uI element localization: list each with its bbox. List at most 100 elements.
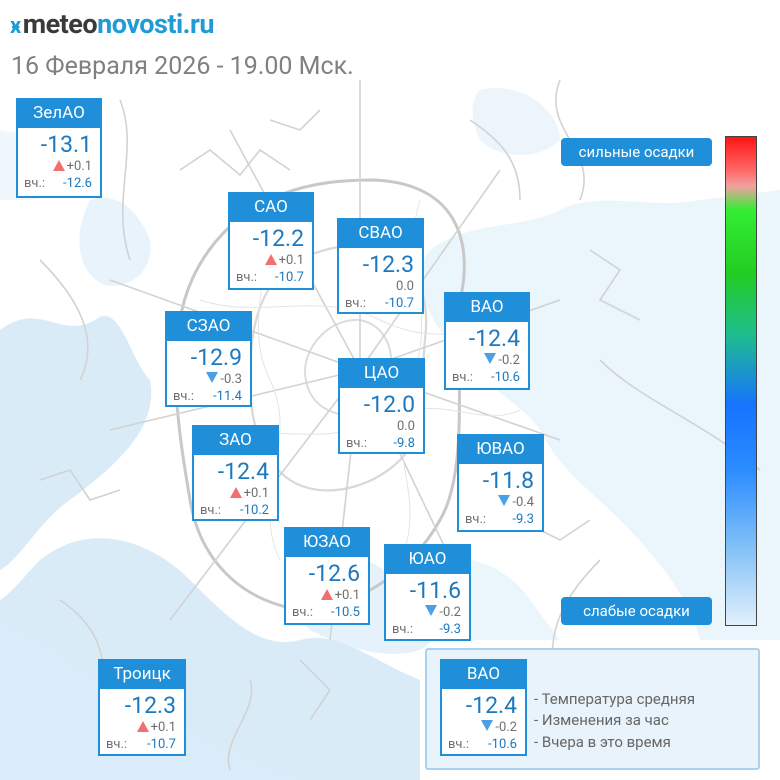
avg-temperature: -12.2 (252, 225, 304, 252)
avg-temperature: -13.1 (40, 131, 92, 158)
district-name: СЗАО (165, 311, 252, 341)
yesterday-label: вч.: (200, 503, 222, 518)
hourly-change: -0.4 (498, 495, 534, 510)
yesterday-label: вч.: (392, 622, 414, 637)
hourly-change: -0.2 (481, 720, 517, 735)
brand-suffix: novosti.ru (97, 8, 215, 40)
avg-temperature: -11.6 (409, 577, 461, 604)
yesterday-row: вч.: -12.6 (24, 176, 92, 191)
yesterday-temperature: -10.6 (488, 737, 517, 752)
district-name: ЦАО (338, 358, 425, 388)
hourly-change-value: 0.0 (396, 419, 415, 434)
yesterday-label: вч.: (236, 270, 258, 285)
district-troitsk-card[interactable]: Троицк -12.3 +0.1 вч.: -10.7 (98, 659, 186, 756)
yesterday-temperature: -10.5 (331, 605, 360, 620)
district-name: ВАО (440, 659, 527, 689)
district-zao-card[interactable]: ЗАО -12.4 +0.1 вч.: -10.2 (192, 425, 279, 521)
yesterday-row: вч.: -10.7 (236, 270, 304, 285)
district-name: САО (228, 192, 314, 222)
district-cao-card[interactable]: ЦАО -12.0 0.0 вч.: -9.8 (338, 358, 425, 454)
yesterday-label: вч.: (452, 370, 474, 385)
yesterday-label: вч.: (24, 176, 46, 191)
yesterday-label: вч.: (465, 512, 487, 527)
district-name: СВАО (337, 218, 424, 248)
yesterday-temperature: -10.7 (385, 296, 414, 311)
hourly-change: -0.2 (425, 605, 461, 620)
yesterday-temperature: -12.6 (63, 176, 92, 191)
yesterday-row: вч.: -10.7 (345, 296, 414, 311)
legend-sample-card[interactable]: ВАО -12.4 -0.2 вч.: -10.6 (440, 659, 527, 756)
yesterday-label: вч.: (345, 296, 367, 311)
district-name: ЗАО (192, 425, 279, 455)
avg-temperature: -12.4 (217, 458, 269, 485)
hourly-change: +0.1 (320, 588, 360, 603)
avg-temperature: -12.4 (465, 692, 517, 719)
hourly-change-value: -0.2 (439, 605, 461, 620)
triangle-up-icon (320, 589, 333, 600)
yesterday-row: вч.: -9.8 (346, 436, 415, 451)
district-name: ЮАО (384, 544, 471, 574)
avg-temperature: -12.4 (468, 325, 520, 352)
district-vao-card[interactable]: ВАО -12.4 -0.2 вч.: -10.6 (444, 292, 530, 390)
hourly-change: +0.1 (264, 253, 304, 268)
district-yuvao-card[interactable]: ЮВАО -11.8 -0.4 вч.: -9.3 (457, 434, 544, 532)
hourly-change: -0.3 (206, 372, 242, 387)
yesterday-temperature: -9.3 (439, 622, 461, 637)
precip-high-label: сильные осадки (561, 138, 712, 166)
district-name: ВАО (444, 292, 530, 322)
yesterday-row: вч.: -9.3 (392, 622, 461, 637)
hourly-change: +0.1 (52, 159, 92, 174)
district-zelao-card[interactable]: ЗелАО -13.1 +0.1 вч.: -12.6 (16, 98, 102, 198)
site-logo[interactable]: ӿmeteonovosti.ru (10, 8, 215, 40)
hourly-change-value: -0.4 (512, 495, 534, 510)
hourly-change-value: -0.2 (498, 353, 520, 368)
avg-temperature: -12.6 (308, 560, 360, 587)
yesterday-temperature: -9.3 (512, 512, 534, 527)
avg-temperature: -12.3 (124, 692, 176, 719)
yesterday-temperature: -10.7 (275, 270, 304, 285)
hourly-change-value: -0.2 (495, 720, 517, 735)
yesterday-temperature: -10.7 (147, 737, 176, 752)
yesterday-row: вч.: -10.7 (106, 737, 176, 752)
avg-temperature: -12.3 (362, 251, 414, 278)
yesterday-label: вч.: (346, 436, 368, 451)
hourly-change: -0.2 (484, 353, 520, 368)
precip-low-label: слабые осадки (561, 597, 712, 625)
yesterday-temperature: -10.2 (240, 503, 269, 518)
legend-line-yesterday: - Вчера в это время (534, 733, 671, 751)
hourly-change: +0.1 (229, 486, 269, 501)
yesterday-row: вч.: -9.3 (465, 512, 534, 527)
hourly-change-value: +0.1 (334, 588, 360, 603)
triangle-down-icon (484, 353, 497, 364)
district-yuao-card[interactable]: ЮАО -11.6 -0.2 вч.: -9.3 (384, 544, 471, 641)
district-name: ЗелАО (16, 98, 102, 128)
yesterday-label: вч.: (106, 737, 128, 752)
yesterday-temperature: -9.8 (393, 436, 415, 451)
hourly-change: +0.1 (136, 720, 176, 735)
district-yuzao-card[interactable]: ЮЗАО -12.6 +0.1 вч.: -10.5 (284, 527, 370, 625)
district-name: Троицк (98, 659, 186, 689)
hourly-change-value: -0.3 (220, 372, 242, 387)
triangle-down-icon (498, 495, 511, 506)
legend-line-change: - Изменения за час (534, 711, 669, 729)
district-sao-card[interactable]: САО -12.2 +0.1 вч.: -10.7 (228, 192, 314, 290)
hourly-change: 0.0 (396, 279, 414, 294)
yesterday-temperature: -11.4 (213, 389, 242, 404)
district-svao-card[interactable]: СВАО -12.3 0.0 вч.: -10.7 (337, 218, 424, 314)
yesterday-label: вч.: (292, 605, 314, 620)
legend-line-avg: - Температура средняя (534, 690, 696, 708)
triangle-up-icon (264, 254, 277, 265)
district-name: ЮВАО (457, 434, 544, 464)
yesterday-row: вч.: -10.6 (452, 370, 520, 385)
precipitation-scale-bar (725, 136, 757, 626)
report-date: 16 Февраля 2026 - 19.00 Мск. (11, 52, 354, 81)
hourly-change-value: 0.0 (395, 279, 414, 294)
hourly-change-value: +0.1 (278, 253, 304, 268)
logo-mark-icon: ӿ (10, 14, 21, 39)
hourly-change-value: +0.1 (66, 159, 92, 174)
yesterday-label: вч.: (448, 737, 470, 752)
brand-prefix: meteo (22, 8, 98, 40)
avg-temperature: -11.8 (482, 467, 534, 494)
district-szao-card[interactable]: СЗАО -12.9 -0.3 вч.: -11.4 (165, 311, 252, 407)
